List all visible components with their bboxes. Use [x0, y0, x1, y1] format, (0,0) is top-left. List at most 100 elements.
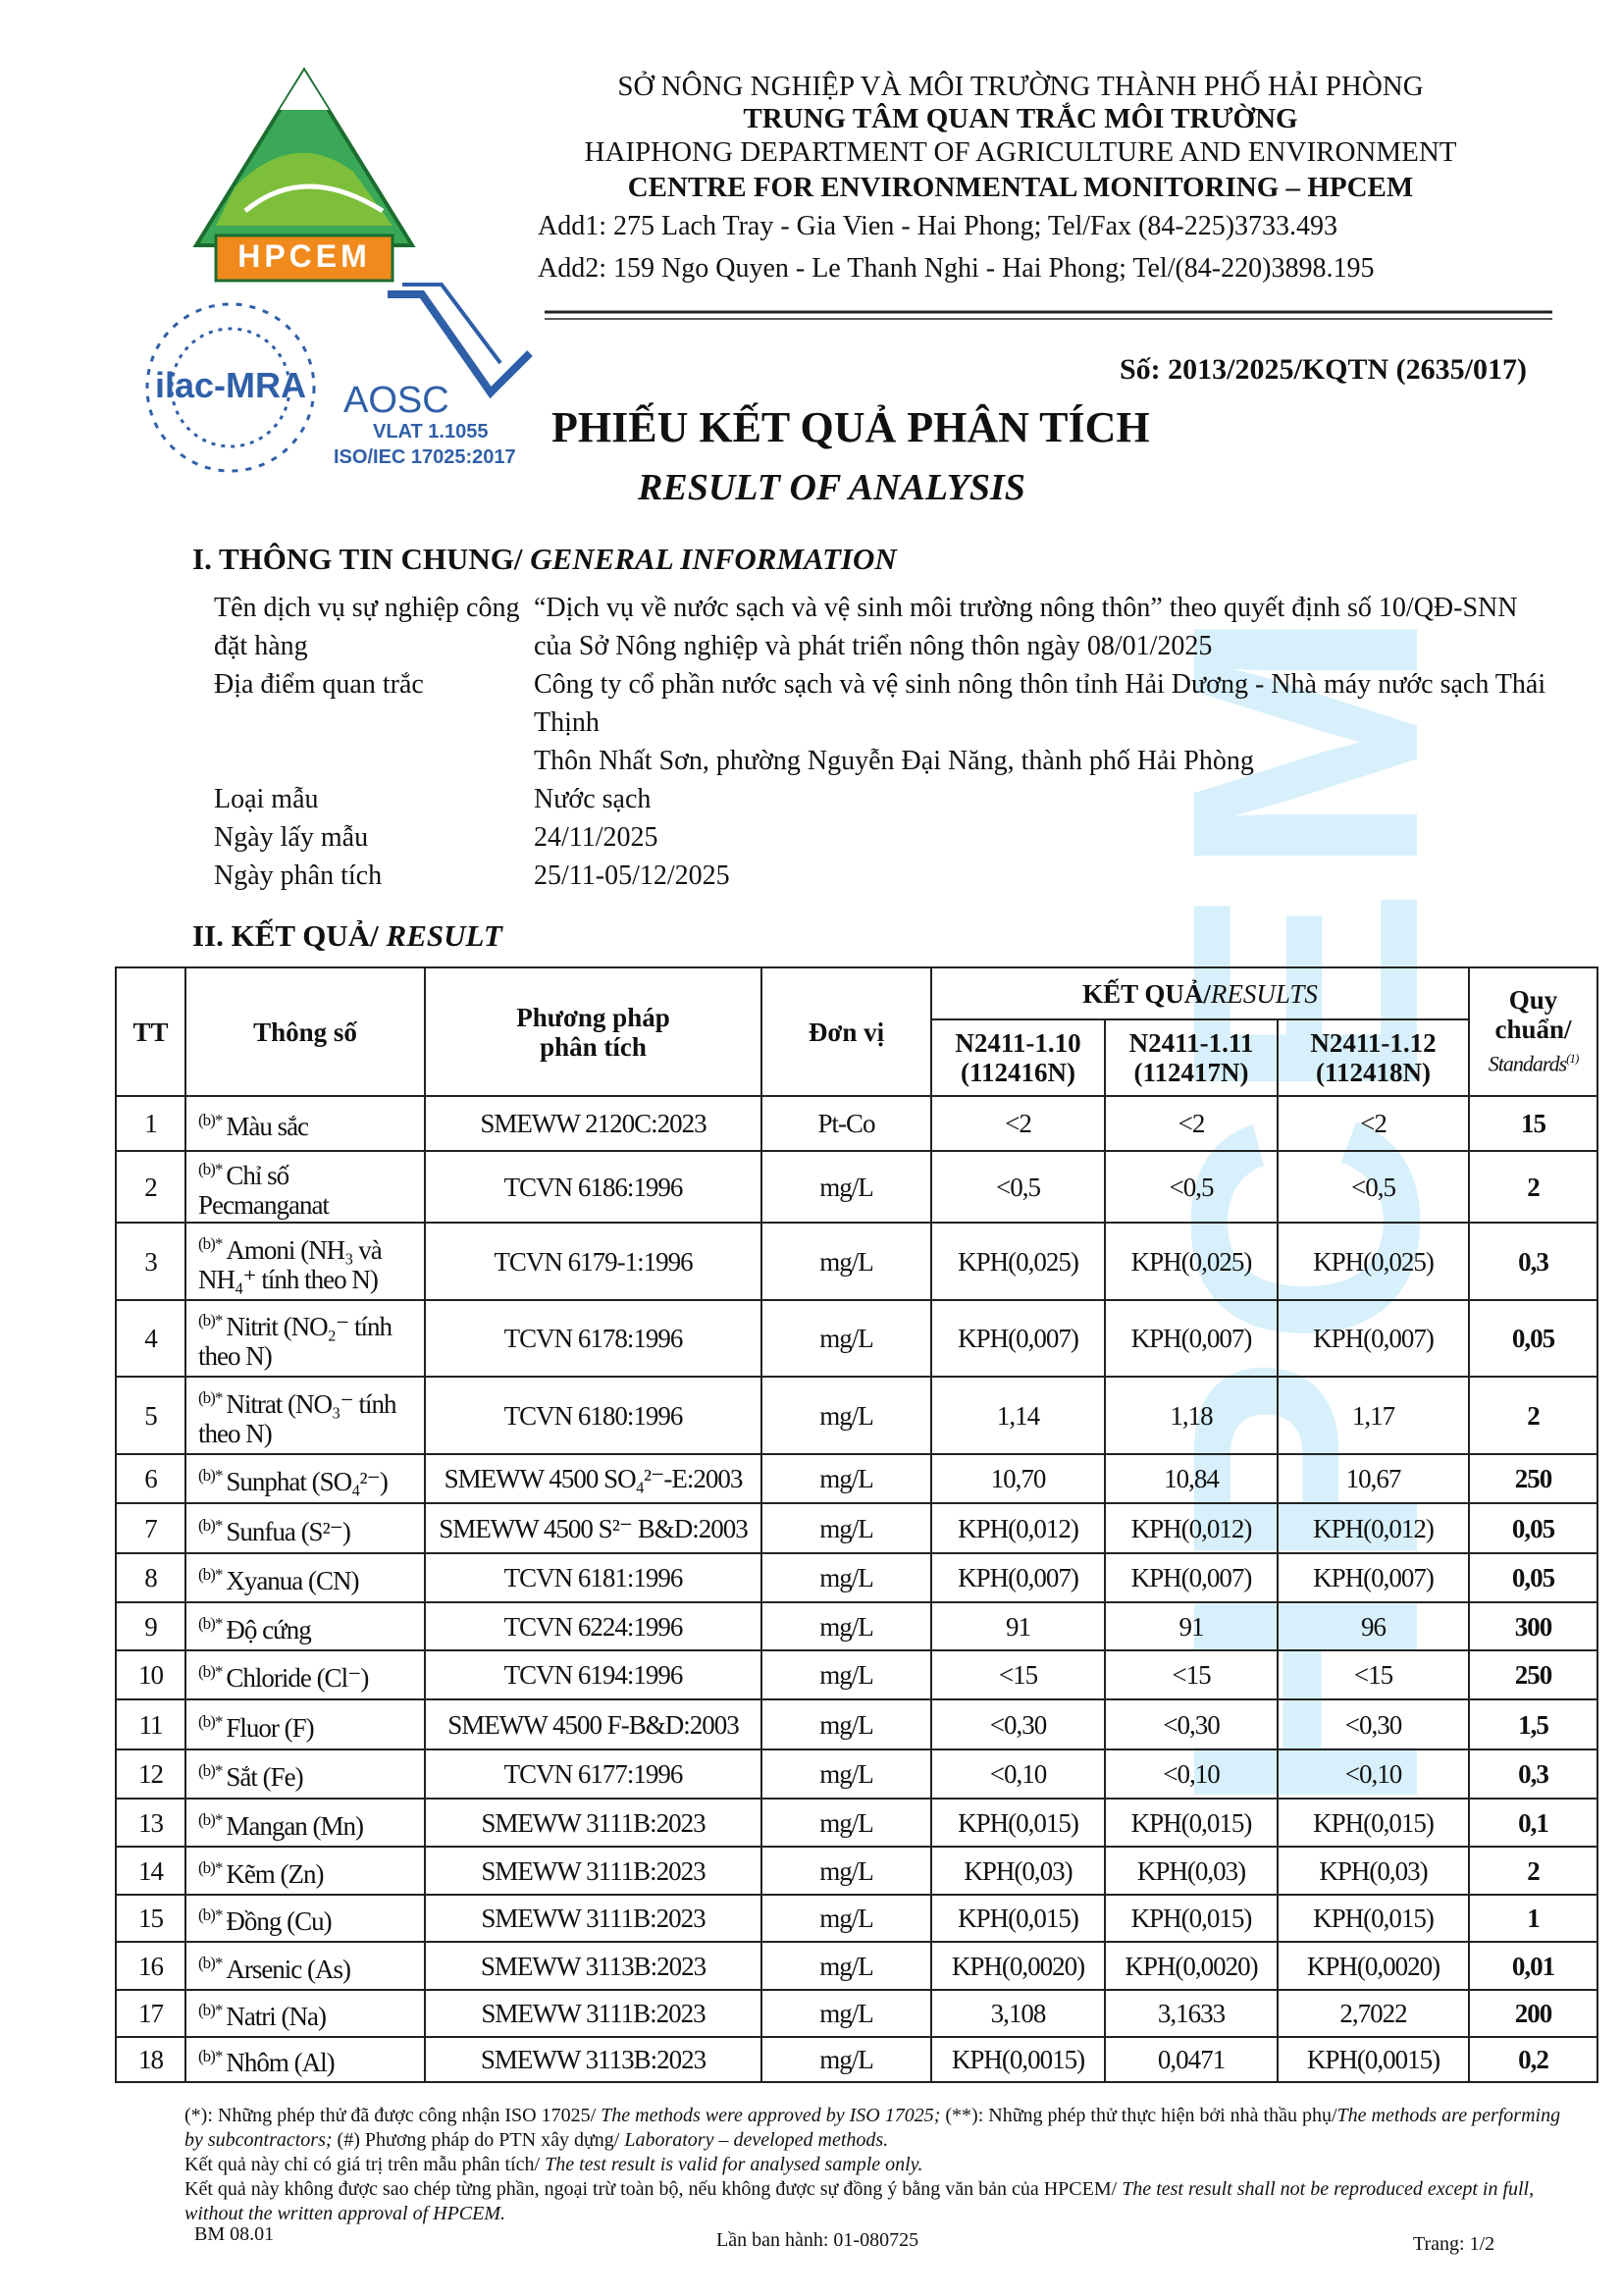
cell: 91	[930, 1601, 1106, 1651]
cell: KPH(0,015)	[930, 1894, 1106, 1943]
footnote-text: Kết quả này không được sao chép từng phầ…	[184, 2178, 1123, 2200]
cell: TCVN 6179-1:1996	[424, 1222, 762, 1301]
cell: (b)* Chỉ số Pecmanganat	[184, 1150, 426, 1224]
cell: (b)* Nhôm (Al)	[184, 2036, 426, 2083]
footnote-text: The methods are performing by subcontrac…	[184, 2105, 1561, 2151]
cell: (b)* Kẽm (Zn)	[184, 1846, 426, 1896]
cell: 0,2	[1468, 2036, 1599, 2083]
cell: TCVN 6178:1996	[424, 1299, 762, 1378]
info-text: 25/11-05/12/2025	[534, 861, 730, 891]
section-heading-en: GENERAL INFORMATION	[530, 542, 897, 576]
sample-id: (112418N)	[1316, 1058, 1431, 1087]
cell: 0,01	[1468, 1941, 1599, 1991]
cell: TCVN 6224:1996	[424, 1601, 762, 1651]
cell: 0,3	[1468, 1748, 1599, 1800]
cell: <0,10	[930, 1748, 1106, 1800]
cell: KPH(0,007)	[1276, 1299, 1471, 1378]
cell: SMEWW 4500 SO₄²⁻-E:2003	[424, 1453, 762, 1504]
footnote-text: The test result is valid for analysed sa…	[545, 2154, 923, 2175]
cell: 13	[115, 1798, 186, 1848]
cell: TCVN 6194:1996	[424, 1649, 762, 1700]
cell: 10,84	[1104, 1453, 1279, 1504]
cell: 2	[1468, 1150, 1599, 1224]
cell: 1,17	[1276, 1376, 1471, 1455]
table-row: 11 (b)* Fluor (F) SMEWW 4500 F-B&D:2003 mg/L…	[115, 1698, 1599, 1750]
parameter: Chloride (Cl⁻)	[226, 1663, 369, 1693]
footnote-text: Kết quả này chỉ có giá trị trên mẫu phân…	[184, 2154, 546, 2175]
cell: 300	[1468, 1601, 1599, 1651]
title: PHIẾU KẾT QUẢ PHÂN TÍCH	[551, 403, 1150, 451]
cell: 5	[115, 1376, 186, 1455]
cell: 0,05	[1468, 1552, 1599, 1603]
cell: mg/L	[760, 1502, 932, 1554]
parameter: Sắt (Fe)	[226, 1762, 303, 1792]
cell: (b)* Đồng (Cu)	[184, 1894, 426, 1943]
cell: mg/L	[760, 1894, 932, 1943]
info-value: 24/11/2025	[534, 818, 1548, 857]
info-row: Tên dịch vụ sự nghiệp công đặt hàng “Dịch…	[214, 589, 1548, 665]
cell: <15	[1276, 1649, 1471, 1700]
cell: KPH(0,015)	[930, 1798, 1106, 1848]
cell: 2	[115, 1150, 186, 1224]
info-value: “Dịch vụ về nước sạch và vệ sinh môi trư…	[534, 589, 1548, 665]
parameter: Nhôm (Al)	[226, 2048, 335, 2077]
section-heading-vi: I. THÔNG TIN CHUNG/	[192, 542, 531, 576]
parameter: Sunphat (SO₄²⁻)	[226, 1467, 389, 1496]
table-row: 4 (b)* Nitrit (NO₂⁻ tính theo N) TCVN 6178:…	[115, 1299, 1599, 1378]
cell: 0,3	[1468, 1222, 1599, 1301]
hpcem-logo: HPCEM	[192, 67, 416, 283]
cell: KPH(0,025)	[1276, 1222, 1471, 1301]
cell: KPH(0,015)	[1104, 1798, 1279, 1848]
cell: <0,30	[930, 1698, 1106, 1750]
cell: mg/L	[760, 1299, 932, 1378]
section-heading-en: RESULT	[386, 918, 502, 953]
note-mark: (b)*	[198, 1711, 223, 1731]
cell: 3	[115, 1222, 186, 1301]
cell: <2	[930, 1095, 1106, 1152]
cell: 250	[1468, 1649, 1599, 1700]
parameter: Nitrat (NO₃⁻ tính theo N)	[198, 1388, 396, 1448]
section-heading: II. KẾT QUẢ/ RESULT	[192, 918, 502, 954]
note-mark: (b)*	[198, 2001, 223, 2019]
note-mark: (b)*	[198, 1515, 223, 1535]
cell: SMEWW 3113B:2023	[424, 1941, 762, 1991]
parameter: Kẽm (Zn)	[226, 1858, 324, 1889]
footnote-text: The methods were approved by ISO 17025;	[601, 2105, 941, 2126]
cell: 8	[115, 1552, 186, 1603]
table-row: 8 (b)* Xyanua (CN) TCVN 6181:1996 mg/L KPH(0,…	[115, 1552, 1599, 1603]
cell: TCVN 6186:1996	[424, 1150, 762, 1224]
note-mark: (b)*	[198, 1466, 223, 1485]
header-note: (1)	[1566, 1050, 1579, 1066]
cell: KPH(0,025)	[930, 1222, 1106, 1301]
cell: mg/L	[760, 1989, 932, 2038]
header-cell: Thông số	[184, 966, 426, 1097]
cell: 250	[1468, 1453, 1599, 1504]
header-line: SỞ NÔNG NGHIỆP VÀ MÔI TRƯỜNG THÀNH PHỐ H…	[617, 71, 1424, 102]
cell: KPH(0,007)	[1104, 1552, 1279, 1603]
footnote-text: (#) Phương pháp do PTN xây dựng/	[332, 2129, 625, 2151]
cell: SMEWW 3111B:2023	[424, 1989, 762, 2038]
parameter: Đồng (Cu)	[226, 1906, 332, 1936]
info-row: Loại mẫu Nước sạch	[214, 780, 1548, 818]
cell: 2,7022	[1276, 1989, 1471, 2038]
note-mark: (b)*	[198, 1613, 223, 1633]
cell: 3,108	[930, 1989, 1106, 2038]
header-cell: Quy chuẩn/Standards(1)	[1468, 966, 1599, 1097]
cell: 4	[115, 1299, 186, 1378]
table-row: 18 (b)* Nhôm (Al) SMEWW 3113B:2023 mg/L KPH(0…	[115, 2036, 1599, 2083]
note-mark: (b)*	[198, 1953, 223, 1972]
header-cell: N2411-1.10 (112416N)	[930, 1018, 1106, 1097]
cell: TCVN 6177:1996	[424, 1748, 762, 1800]
table-row: 7 (b)* Sunfua (S²⁻) SMEWW 4500 S²⁻ B&D:2003…	[115, 1502, 1599, 1554]
cell: (b)* Natri (Na)	[184, 1989, 426, 2038]
table-row: 14 (b)* Kẽm (Zn) SMEWW 3111B:2023 mg/L KPH(0,…	[115, 1846, 1599, 1896]
cell: (b)* Sunphat (SO₄²⁻)	[184, 1453, 426, 1504]
note-mark: (b)*	[198, 1761, 223, 1780]
header-line: CENTRE FOR ENVIRONMENTAL MONITORING – HP…	[627, 172, 1414, 203]
doc-number: Số: 2013/2025/KQTN (2635/017)	[1119, 353, 1527, 386]
note-mark: (b)*	[198, 1662, 223, 1681]
cell: 0,05	[1468, 1299, 1599, 1378]
cell: 14	[115, 1846, 186, 1896]
table-row: 13 (b)* Mangan (Mn) SMEWW 3111B:2023 mg/L KPH…	[115, 1798, 1599, 1848]
